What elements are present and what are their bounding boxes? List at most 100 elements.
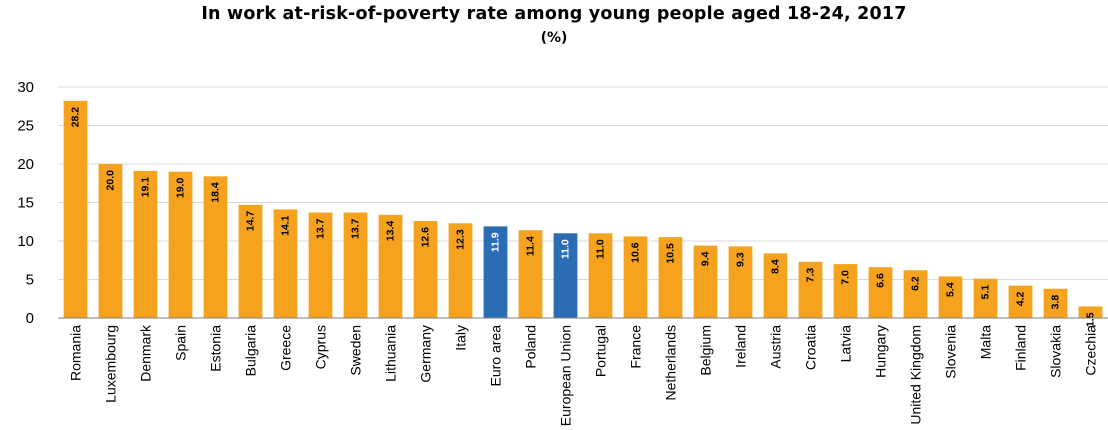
bar	[273, 209, 298, 318]
data-label: 11.0	[560, 239, 572, 259]
x-tick-label: Poland	[523, 325, 539, 369]
x-tick-label: Bulgaria	[243, 325, 259, 377]
x-tick-label: Malta	[978, 325, 994, 359]
bar	[903, 270, 928, 318]
bar	[728, 246, 753, 318]
bar	[1078, 306, 1103, 318]
data-label: 7.0	[840, 270, 852, 285]
x-tick-label: Germany	[418, 325, 434, 383]
data-label: 4.2	[1015, 292, 1027, 307]
data-label: 19.0	[175, 178, 187, 199]
data-label: 3.8	[1050, 295, 1062, 310]
data-label: 1.5	[1085, 312, 1097, 327]
data-label: 14.1	[280, 215, 292, 236]
x-tick-label: Slovakia	[1048, 325, 1064, 378]
y-tick-label: 25	[17, 118, 34, 135]
x-tick-label: Latvia	[838, 325, 854, 363]
x-tick-label: Spain	[173, 325, 189, 361]
bar	[1008, 285, 1033, 318]
bar	[308, 212, 333, 318]
x-tick-label: Euro area	[488, 325, 504, 387]
data-label: 8.4	[770, 259, 782, 274]
data-label: 6.2	[910, 276, 922, 291]
data-label: 9.4	[700, 251, 712, 266]
x-tick-label: Slovenia	[943, 325, 959, 379]
y-tick-label: 15	[17, 195, 34, 212]
bar	[553, 233, 578, 318]
x-tick-label: Denmark	[138, 324, 154, 382]
bar	[98, 164, 123, 318]
y-tick-label: 10	[17, 233, 34, 250]
x-tick-label: Cyprus	[313, 325, 329, 369]
bar	[658, 237, 683, 318]
data-label: 28.2	[70, 107, 82, 128]
x-tick-label: Finland	[1013, 325, 1029, 371]
bar	[868, 267, 893, 318]
y-tick-label: 0	[26, 310, 34, 327]
x-tick-label: Romania	[68, 325, 84, 381]
data-label: 10.6	[630, 242, 642, 263]
bar	[238, 204, 263, 318]
bar	[63, 100, 88, 318]
bar	[798, 261, 823, 318]
x-tick-label: Portugal	[593, 325, 609, 377]
data-label: 11.0	[595, 239, 607, 259]
data-label: 20.0	[105, 170, 117, 191]
data-label: 19.1	[140, 177, 152, 198]
data-label: 6.6	[875, 273, 887, 288]
x-tick-label: Belgium	[698, 325, 714, 376]
data-label: 5.1	[980, 285, 992, 300]
bar	[133, 170, 158, 318]
data-label: 18.4	[210, 182, 222, 203]
data-label: 9.3	[735, 252, 747, 267]
x-tick-label: Estonia	[208, 325, 224, 372]
bar	[483, 226, 508, 318]
data-label: 12.6	[420, 227, 432, 248]
bar	[588, 233, 613, 318]
x-tick-label: Ireland	[733, 325, 749, 368]
x-tick-label: Croatia	[803, 325, 819, 370]
x-tick-label: European Union	[558, 325, 574, 426]
bar	[833, 264, 858, 318]
bar	[938, 276, 963, 318]
bar	[343, 212, 368, 318]
data-label: 10.5	[665, 243, 677, 264]
y-tick-label: 5	[26, 272, 34, 289]
data-label: 14.7	[245, 211, 257, 232]
bar	[413, 220, 438, 318]
data-label: 12.3	[455, 229, 467, 250]
x-tick-label: Sweden	[348, 325, 364, 376]
data-label: 7.3	[805, 268, 817, 283]
x-tick-label: United Kingdom	[908, 325, 924, 425]
x-tick-label: France	[628, 325, 644, 369]
bar	[203, 176, 228, 318]
x-tick-label: Austria	[768, 325, 784, 369]
bar	[518, 230, 543, 318]
bars	[63, 100, 1103, 318]
x-tick-label: Czechia	[1083, 325, 1099, 376]
gridlines	[58, 86, 1108, 280]
x-tick-label: Italy	[453, 325, 469, 351]
bar	[973, 278, 998, 318]
x-tick-label: Lithuania	[383, 325, 399, 382]
x-axis-ticks: Romania Luxembourg Denmark Spain Estonia Bulg…	[68, 324, 1099, 426]
chart-title: In work at-risk-of-poverty rate among yo…	[201, 4, 907, 24]
bar	[763, 253, 788, 318]
x-tick-label: Luxembourg	[103, 325, 119, 403]
data-label: 13.7	[315, 218, 327, 239]
data-label: 11.9	[490, 232, 502, 252]
x-tick-label: Greece	[278, 325, 294, 371]
bar	[623, 236, 648, 318]
data-label: 5.4	[945, 282, 957, 297]
bar	[1043, 288, 1068, 318]
data-label: 13.7	[350, 218, 362, 239]
bar	[168, 171, 193, 318]
data-label: 13.4	[385, 221, 397, 242]
chart-subtitle: (%)	[540, 30, 568, 46]
bar	[378, 214, 403, 318]
data-labels: 28.2 20.0 19.1 19.0 18.4 14.7 14.1 13.7 13.7 13.4…	[70, 107, 1097, 327]
data-label: 11.4	[525, 236, 537, 256]
x-tick-label: Hungary	[873, 325, 889, 378]
y-tick-label: 30	[17, 79, 34, 96]
